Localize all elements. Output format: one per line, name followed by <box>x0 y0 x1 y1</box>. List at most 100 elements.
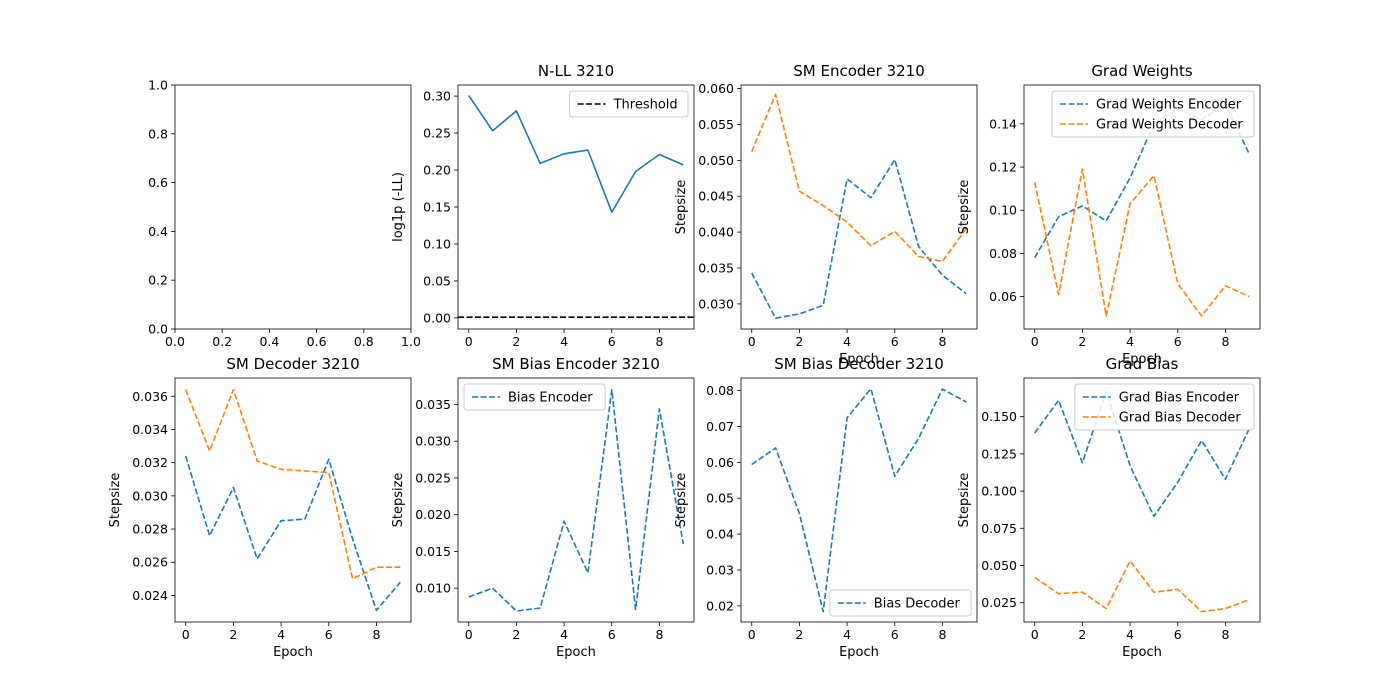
y-tick-label: 0.015 <box>415 544 451 559</box>
x-axis-label: Epoch <box>1122 645 1162 660</box>
legend-label: Grad Weights Encoder <box>1096 98 1242 113</box>
subplot-title: SM Bias Encoder 3210 <box>492 355 660 373</box>
y-tick-label: 0.6 <box>148 175 168 190</box>
x-tick-label: 0 <box>1031 627 1039 642</box>
legend-label: Grad Bias Encoder <box>1119 391 1240 406</box>
legend-label: Threshold <box>613 98 678 113</box>
x-tick-label: 2 <box>1078 334 1086 349</box>
y-tick-label: 0.032 <box>132 455 168 470</box>
x-tick-label: 6 <box>1174 334 1182 349</box>
legend-frame <box>1074 383 1255 431</box>
x-tick-label: 8 <box>372 627 380 642</box>
y-tick-label: 0.12 <box>989 160 1017 175</box>
x-tick-label: 0 <box>465 627 473 642</box>
y-tick-label: 0.25 <box>423 126 451 141</box>
legend: Grad Weights Encoder Grad Weights Decoder <box>1051 90 1255 138</box>
x-tick-label: 8 <box>655 627 663 642</box>
y-tick-label: 0.0 <box>148 322 168 337</box>
series-line-1 <box>1034 390 1251 518</box>
series-line-1 <box>468 388 685 612</box>
x-tick-label: 6 <box>891 627 899 642</box>
x-axis-label: Epoch <box>839 352 879 367</box>
y-tick-label: 0.10 <box>989 203 1017 218</box>
y-tick-label: 0.040 <box>698 225 734 240</box>
y-tick-label: 0.050 <box>981 558 1017 573</box>
y-tick-label: 0.04 <box>706 527 734 542</box>
x-tick-label: 4 <box>1126 627 1134 642</box>
y-tick-label: 0.20 <box>423 163 451 178</box>
x-tick-label: 8 <box>938 334 946 349</box>
y-tick-label: 0.030 <box>698 296 734 311</box>
axes-frame <box>1023 377 1261 623</box>
x-tick-label: 2 <box>795 334 803 349</box>
y-tick-label: 0.07 <box>706 419 734 434</box>
y-tick-label: 0.024 <box>132 588 168 603</box>
legend-frame <box>569 90 689 118</box>
y-tick-label: 0.125 <box>981 446 1017 461</box>
y-tick-label: 0.030 <box>132 488 168 503</box>
subplot-title: SM Bias Decoder 3210 <box>774 355 944 373</box>
y-axis-label: Stepsize <box>108 473 123 528</box>
x-tick-label: 4 <box>560 334 568 349</box>
y-tick-label: 0.06 <box>989 289 1017 304</box>
x-tick-label: 0.4 <box>259 334 279 349</box>
x-axis-label: Epoch <box>273 645 313 660</box>
subplot-sm-encoder: 0 2 4 6 8 0.030 0.035 0.040 0.045 0.050 0.055 0.060… <box>674 62 978 367</box>
x-axis-label: Epoch <box>556 645 596 660</box>
y-tick-label: 0.05 <box>706 491 734 506</box>
subplot-title: SM Encoder 3210 <box>793 62 925 80</box>
x-tick-label: 6 <box>608 627 616 642</box>
y-axis-label: Stepsize <box>391 473 406 528</box>
y-axis-label: Stepsize <box>674 180 689 235</box>
y-axis-label: log1p (-LL) <box>391 172 406 242</box>
x-tick-label: 6 <box>325 627 333 642</box>
axes-frame <box>740 377 978 623</box>
subplot-nll: 0 2 4 6 8 0.00 0.05 0.10 0.15 0.20 0.25 0.30 N-LL 32… <box>391 62 695 349</box>
y-tick-label: 0.08 <box>706 383 734 398</box>
y-tick-label: 0.15 <box>423 200 451 215</box>
y-tick-label: 0.14 <box>989 116 1017 131</box>
y-tick-label: 0.050 <box>698 153 734 168</box>
x-tick-label: 0 <box>465 334 473 349</box>
x-tick-label: 0.8 <box>354 334 374 349</box>
x-tick-label: 2 <box>1078 627 1086 642</box>
x-tick-label: 1.0 <box>401 334 421 349</box>
legend: Bias Decoder <box>829 589 972 617</box>
legend-frame <box>463 383 606 411</box>
axes-frame <box>740 84 978 330</box>
y-tick-label: 0.030 <box>415 434 451 449</box>
x-tick-label: 2 <box>795 627 803 642</box>
y-tick-label: 0.025 <box>415 470 451 485</box>
y-tick-label: 1.0 <box>148 78 168 93</box>
subplot-grad-bias: 0 2 4 6 8 0.025 0.050 0.075 0.100 0.125 0.150 Grad … <box>957 355 1261 660</box>
x-tick-label: 8 <box>1221 334 1229 349</box>
subplot-sm-bias-encoder: 0 2 4 6 8 0.010 0.015 0.020 0.025 0.030 0.035 SM Bi… <box>391 355 695 660</box>
legend-label: Grad Bias Decoder <box>1119 411 1242 426</box>
y-tick-label: 0.150 <box>981 409 1017 424</box>
x-axis-label: Epoch <box>839 645 879 660</box>
x-tick-label: 4 <box>1126 334 1134 349</box>
y-tick-label: 0.03 <box>706 562 734 577</box>
y-tick-label: 0.028 <box>132 522 168 537</box>
y-tick-label: 0.10 <box>423 236 451 251</box>
y-tick-label: 0.30 <box>423 89 451 104</box>
subplot-title: Grad Bias <box>1106 355 1179 373</box>
y-tick-label: 0.010 <box>415 581 451 596</box>
legend-label: Bias Decoder <box>874 597 961 612</box>
x-axis-label: Epoch <box>1122 352 1162 367</box>
y-tick-label: 0.2 <box>148 273 168 288</box>
series-line-2 <box>1034 560 1250 613</box>
y-tick-label: 0.035 <box>698 261 734 276</box>
axes-frame <box>1023 84 1261 330</box>
x-tick-label: 4 <box>843 334 851 349</box>
series-line-2 <box>184 388 401 580</box>
y-tick-label: 0.02 <box>706 598 734 613</box>
x-tick-label: 6 <box>608 334 616 349</box>
x-tick-label: 2 <box>229 627 237 642</box>
x-tick-label: 0 <box>748 627 756 642</box>
series-line-1 <box>184 455 401 612</box>
series-line-2 <box>750 93 967 263</box>
x-tick-label: 2 <box>512 627 520 642</box>
legend-label: Bias Encoder <box>508 391 593 406</box>
